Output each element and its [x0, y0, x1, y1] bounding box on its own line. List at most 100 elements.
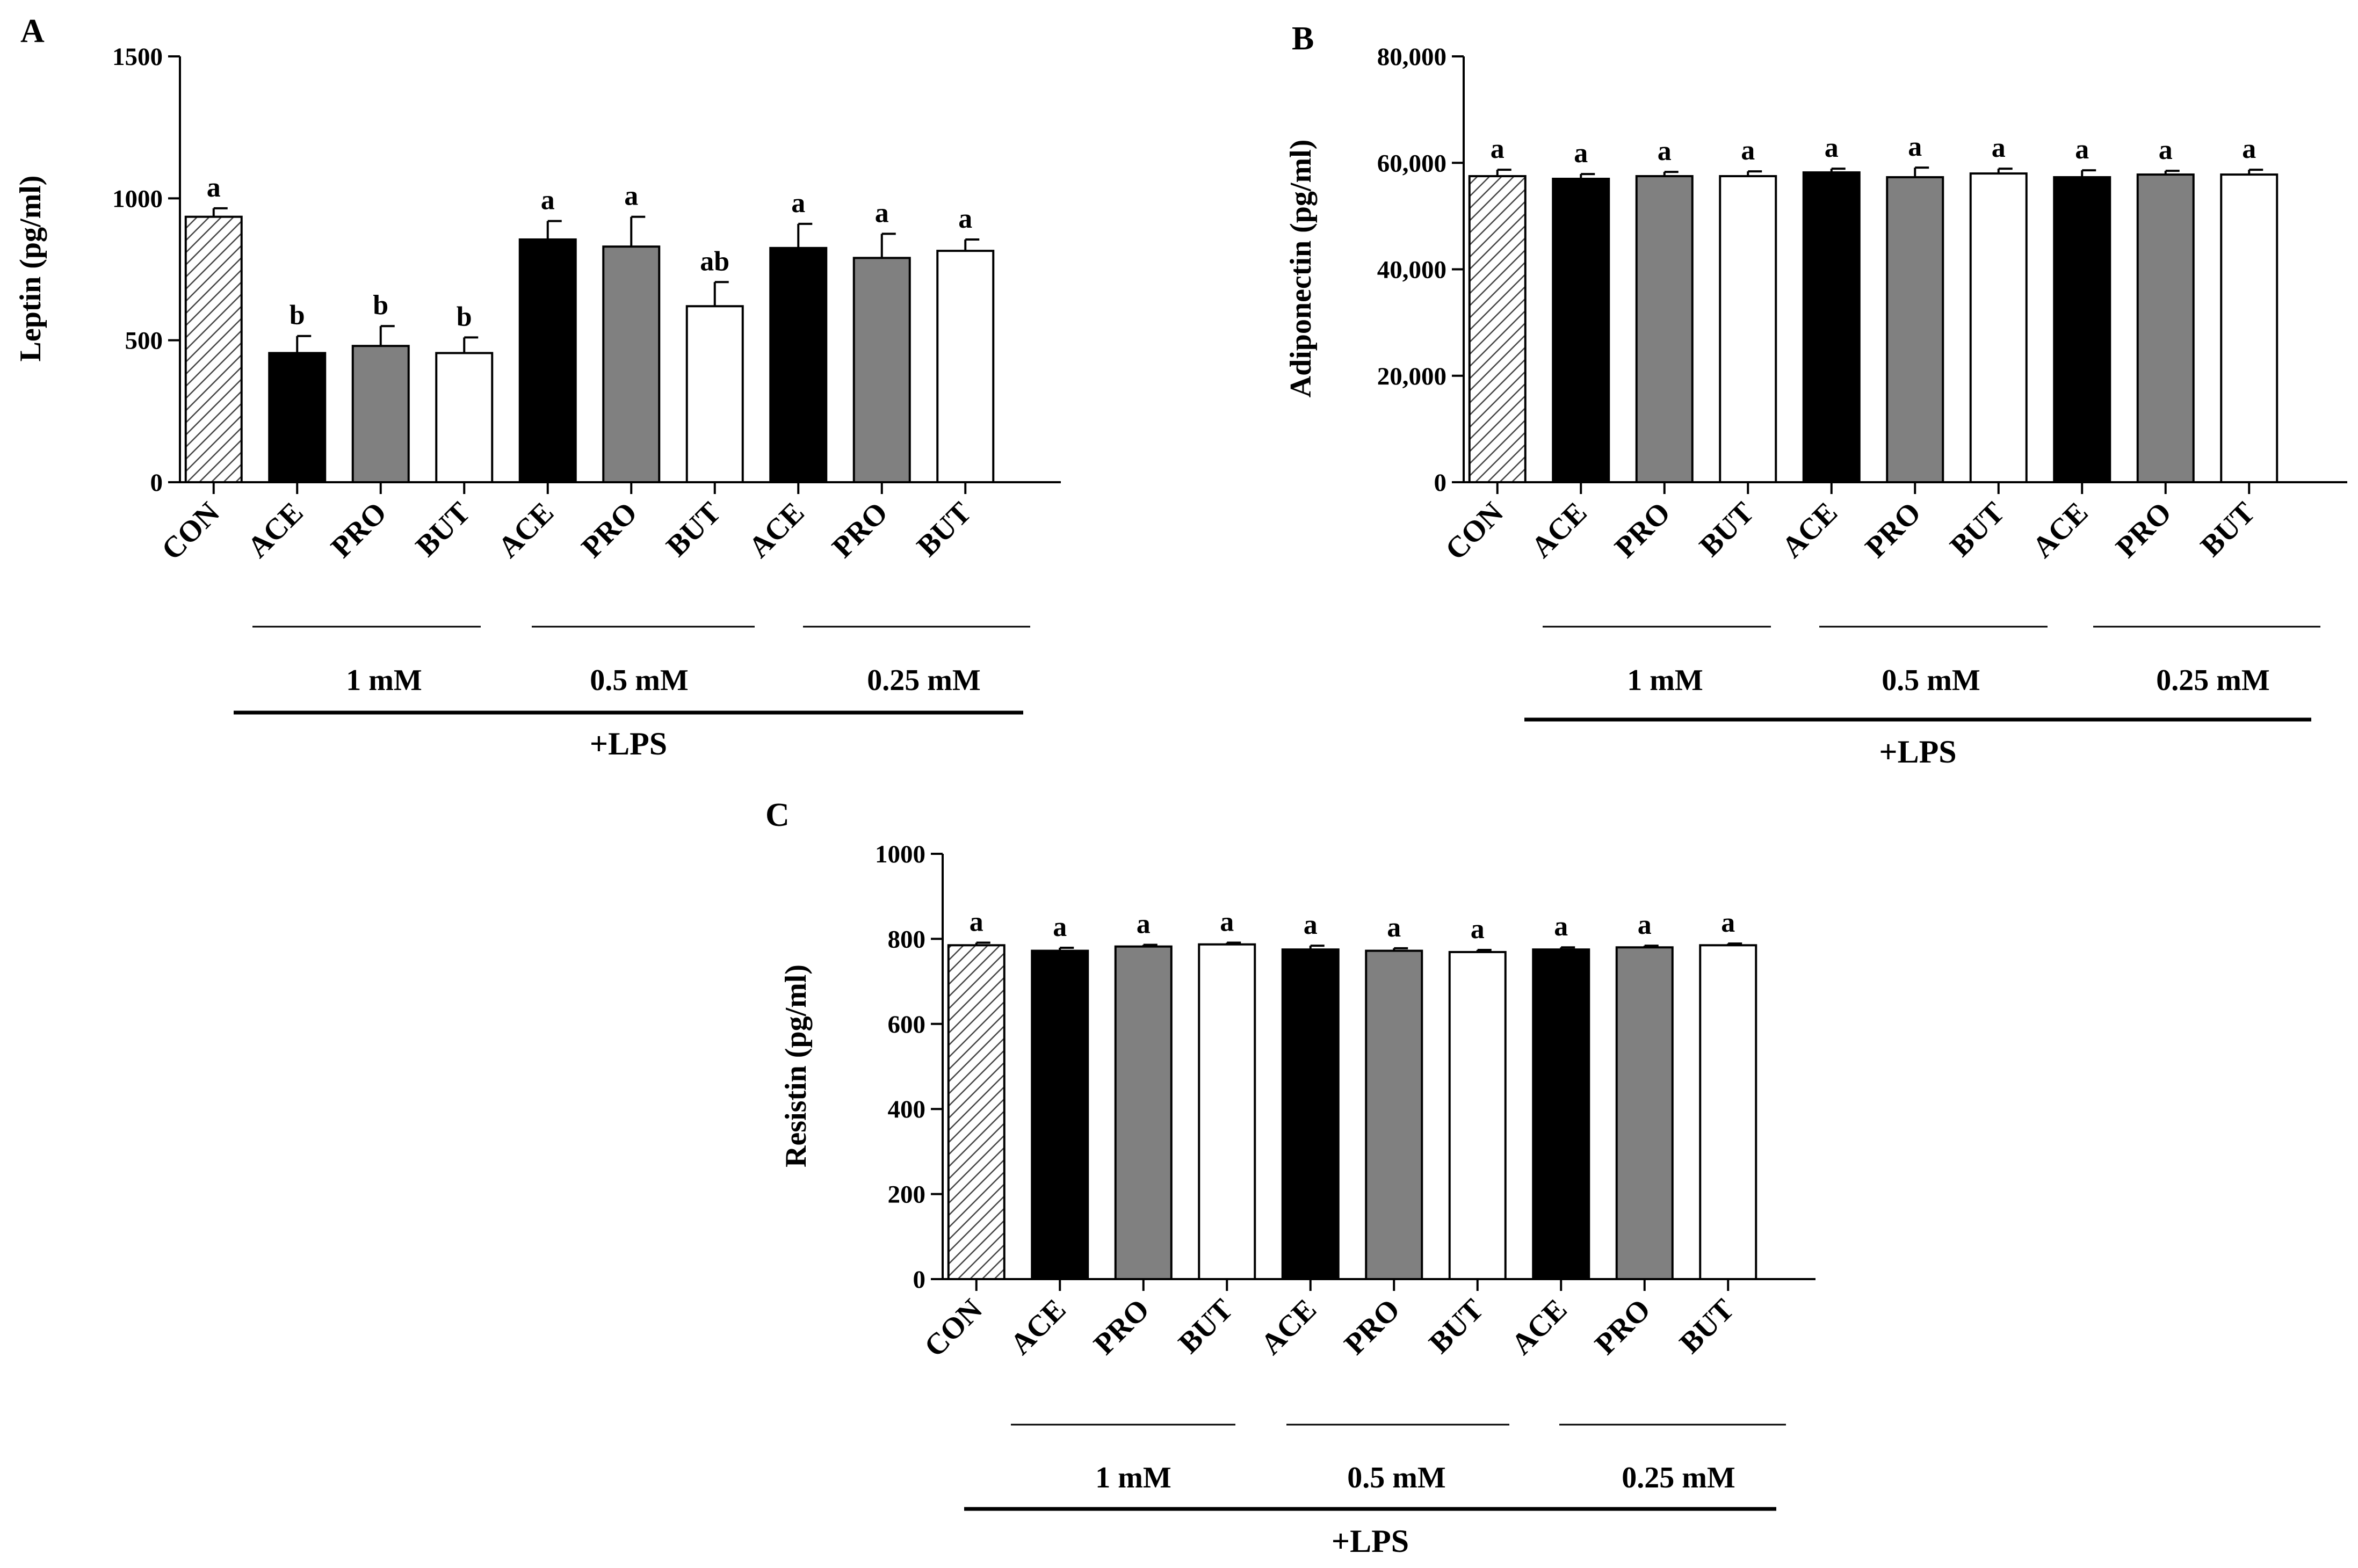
- category-label: PRO: [325, 496, 393, 564]
- significance-label: a: [1638, 910, 1652, 940]
- bar: [268, 352, 327, 483]
- dose-label: 1 mM: [1627, 664, 1703, 697]
- dose-label: 0.5 mM: [590, 664, 689, 697]
- bar: [602, 245, 661, 483]
- category-label: CON: [155, 496, 226, 567]
- category-label: PRO: [2110, 496, 2178, 564]
- significance-label: a: [958, 204, 972, 234]
- y-tick-label: 0: [150, 469, 163, 497]
- significance-label: a: [1741, 135, 1755, 166]
- significance-label: b: [290, 300, 305, 331]
- bar: [2136, 173, 2195, 483]
- significance-label: a: [875, 198, 889, 228]
- significance-label: a: [1992, 133, 2006, 163]
- bar: [2220, 173, 2279, 483]
- category-label: PRO: [575, 496, 643, 564]
- bar: [1552, 177, 1610, 483]
- bar: [1699, 944, 1757, 1280]
- bar: [1448, 950, 1507, 1280]
- significance-label: a: [791, 188, 805, 219]
- bar: [1615, 946, 1674, 1280]
- significance-label: a: [2075, 134, 2089, 165]
- bar: [1468, 175, 1527, 483]
- category-label: PRO: [1088, 1293, 1156, 1361]
- significance-label: a: [1137, 909, 1151, 939]
- bar: [184, 215, 243, 483]
- significance-label: a: [2159, 135, 2173, 165]
- category-label: BUT: [660, 496, 727, 563]
- y-tick-label: 40,000: [1377, 256, 1446, 284]
- category-label: ACE: [241, 496, 309, 564]
- significance-label: a: [1554, 911, 1568, 942]
- bar: [2053, 176, 2111, 484]
- category-label: BUT: [1423, 1293, 1490, 1360]
- bar: [685, 305, 744, 484]
- category-label: PRO: [1589, 1293, 1657, 1361]
- significance-label: a: [1471, 914, 1485, 945]
- y-tick-label: 600: [888, 1011, 926, 1039]
- significance-label: ab: [700, 246, 729, 277]
- category-label: CON: [918, 1293, 989, 1363]
- significance-label: a: [2242, 134, 2256, 164]
- bar: [1886, 176, 1944, 484]
- dose-label: 0.25 mM: [1622, 1461, 1735, 1494]
- significance-label: a: [1304, 910, 1318, 940]
- treatment-label: +LPS: [1332, 1523, 1409, 1559]
- significance-label: a: [541, 185, 555, 216]
- category-label: BUT: [1673, 1293, 1740, 1360]
- bar: [435, 352, 494, 483]
- panel-letter: A: [20, 13, 45, 49]
- bar: [518, 238, 577, 483]
- bar: [947, 944, 1006, 1280]
- category-label: BUT: [910, 496, 978, 563]
- category-label: ACE: [1254, 1293, 1322, 1361]
- category-label: PRO: [1609, 496, 1677, 564]
- significance-label: a: [1387, 912, 1401, 943]
- bar: [1719, 175, 1777, 483]
- y-tick-label: 1000: [875, 840, 925, 868]
- significance-label: a: [1491, 134, 1505, 164]
- y-tick-label: 60,000: [1377, 149, 1446, 177]
- category-label: PRO: [1338, 1293, 1406, 1361]
- y-tick-label: 1500: [112, 43, 163, 71]
- category-label: ACE: [1505, 1293, 1573, 1361]
- category-label: ACE: [2026, 496, 2094, 564]
- bar: [769, 246, 828, 483]
- category-label: ACE: [1775, 496, 1843, 564]
- bar: [1635, 175, 1694, 483]
- dose-label: 0.5 mM: [1347, 1461, 1446, 1494]
- panel-letter: C: [765, 797, 790, 833]
- significance-label: a: [1825, 133, 1839, 163]
- bar: [936, 250, 995, 483]
- panel-letter: B: [1292, 20, 1314, 57]
- significance-label: b: [457, 301, 472, 332]
- bar: [1969, 172, 2028, 483]
- category-label: BUT: [2194, 496, 2261, 563]
- significance-label: a: [207, 172, 221, 203]
- bar: [1114, 945, 1173, 1280]
- dose-label: 0.25 mM: [2156, 664, 2270, 697]
- y-tick-label: 400: [888, 1095, 926, 1123]
- dose-label: 0.25 mM: [867, 664, 981, 697]
- bar: [1198, 943, 1256, 1281]
- significance-label: a: [1053, 912, 1067, 942]
- significance-label: a: [624, 181, 638, 212]
- category-label: ACE: [1004, 1293, 1072, 1361]
- significance-label: a: [1908, 132, 1922, 162]
- y-axis-label: Resistin (pg/ml): [779, 964, 813, 1167]
- chart-panel-b: B 0 20,000 40,000 60,000 80,000 Adiponectin (p…: [1284, 20, 2347, 770]
- category-label: BUT: [409, 496, 476, 563]
- y-tick-label: 1000: [112, 185, 163, 213]
- y-tick-label: 200: [888, 1181, 926, 1209]
- y-tick-label: 500: [125, 327, 163, 355]
- category-label: BUT: [1172, 1293, 1239, 1360]
- significance-label: a: [1220, 907, 1234, 938]
- dose-label: 0.5 mM: [1882, 664, 1980, 697]
- bar: [1365, 949, 1423, 1281]
- y-tick-label: 80,000: [1377, 43, 1446, 71]
- y-tick-label: 0: [1434, 469, 1447, 497]
- bar: [1281, 948, 1340, 1280]
- significance-label: a: [1574, 138, 1588, 169]
- category-label: PRO: [826, 496, 894, 564]
